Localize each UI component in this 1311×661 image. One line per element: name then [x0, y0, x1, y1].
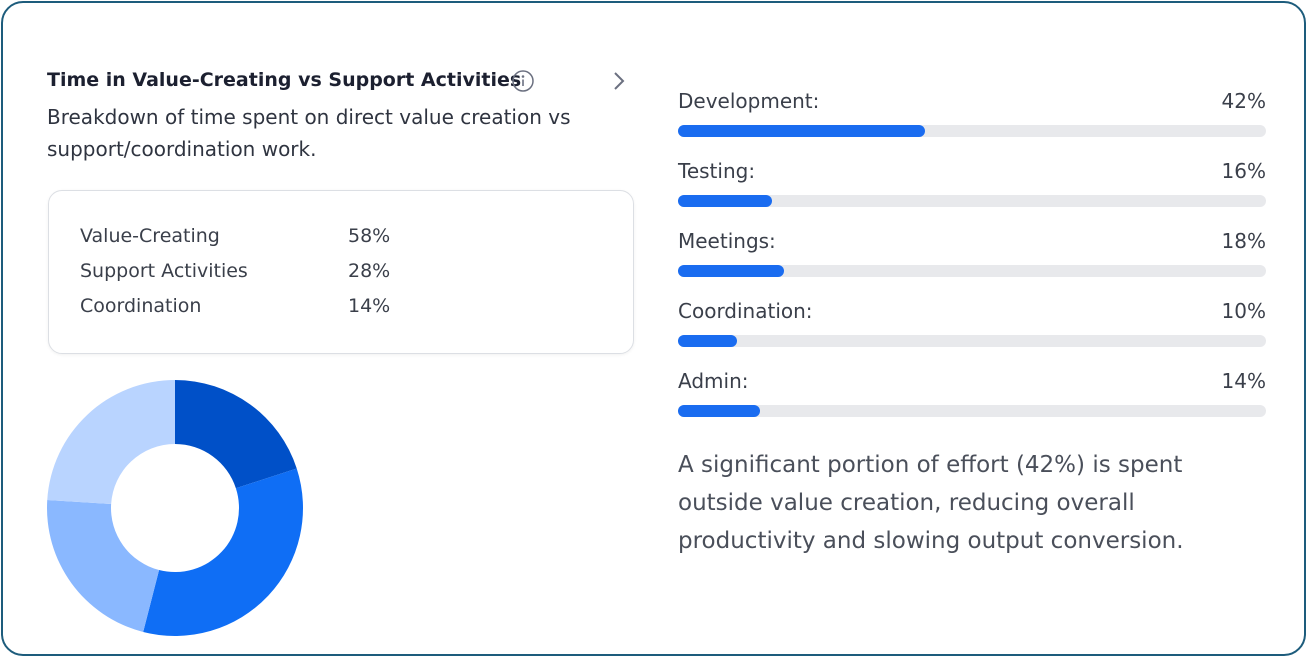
bar-label: Development:: [678, 89, 820, 113]
bar-value-label: 16%: [1221, 159, 1266, 183]
summary-label: Coordination: [80, 295, 202, 317]
bar-value-label: 10%: [1221, 299, 1266, 323]
bar-fill: [678, 335, 737, 347]
donut-segment: [175, 380, 297, 489]
bar-track: [678, 405, 1266, 417]
card-title: Time in Value-Creating vs Support Activi…: [47, 69, 522, 91]
bar-value-label: 18%: [1221, 229, 1266, 253]
bar-fill: [678, 405, 761, 417]
bar-label: Coordination:: [678, 299, 813, 323]
bar-fill: [678, 125, 925, 137]
summary-row: Support Activities 28%: [80, 260, 390, 282]
bar-track: [678, 265, 1266, 277]
donut-segment: [46, 499, 160, 632]
bar-value-label: 14%: [1221, 369, 1266, 393]
bar-track: [678, 335, 1266, 347]
chevron[interactable]: [609, 69, 629, 93]
insight-text: A significant portion of effort (42%) is…: [678, 452, 1184, 554]
bar-value-label: 42%: [1221, 89, 1266, 113]
bar-track: [678, 125, 1266, 137]
summary-value: 14%: [348, 295, 391, 317]
summary-row: Coordination 14%: [80, 295, 390, 317]
bar-label: Admin:: [678, 369, 749, 393]
bar-label: Testing:: [678, 159, 756, 183]
donut-segment: [143, 468, 303, 636]
card-subtitle: Breakdown of time spent on direct value …: [47, 105, 571, 161]
bar-track: [678, 195, 1266, 207]
donut-chart: [46, 380, 303, 636]
summary-row: Value-Creating 58%: [80, 225, 390, 247]
summary-label: Value-Creating: [80, 225, 220, 247]
info-icon[interactable]: [512, 70, 534, 92]
bar-fill: [678, 195, 773, 207]
summary-box: Value-Creating 58% Support Activities 28% Co…: [48, 190, 634, 354]
bar-label: Meetings:: [678, 229, 776, 253]
summary-value: 28%: [348, 260, 391, 282]
summary-label: Support Activities: [80, 260, 248, 282]
summary-value: 58%: [348, 225, 391, 247]
donut-segment: [47, 380, 175, 504]
bar-fill: [678, 265, 784, 277]
